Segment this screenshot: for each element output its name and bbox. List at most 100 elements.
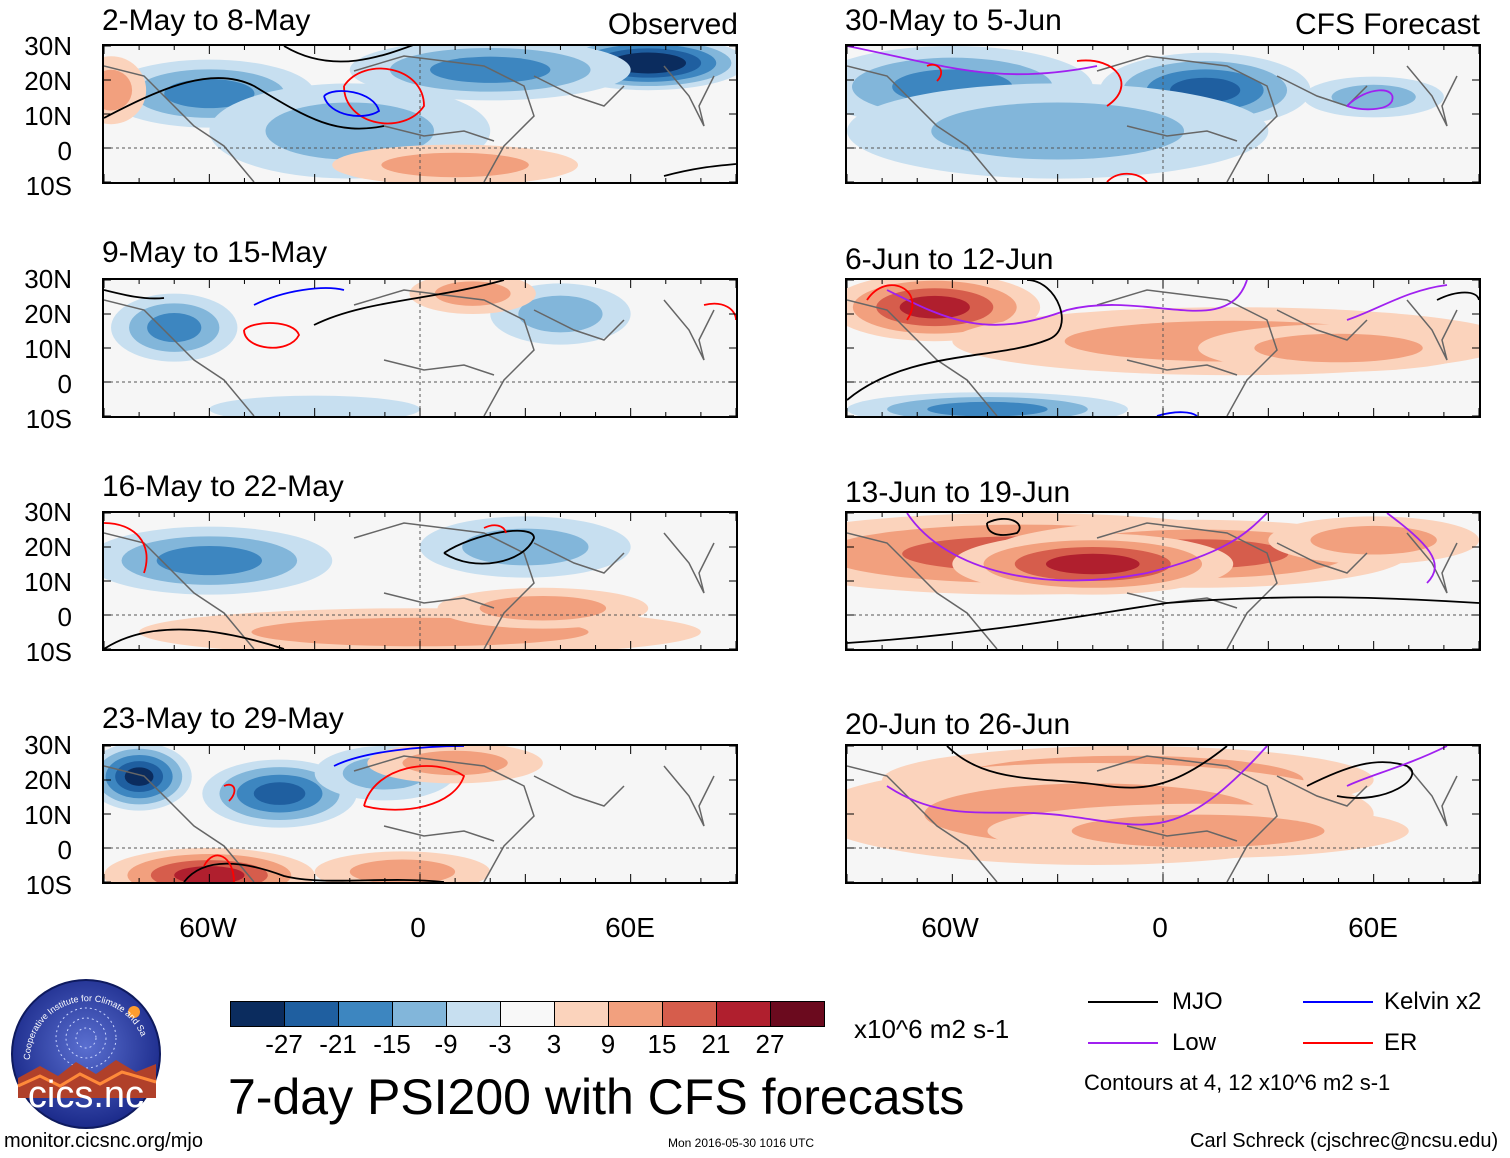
filter-contour — [183, 862, 445, 882]
colorbar-tick-label: -3 — [488, 1029, 512, 1059]
lat-label: 30N — [24, 730, 72, 760]
lon-label-right-0: 0 — [1152, 912, 1168, 943]
filter-contour — [443, 529, 535, 565]
coastline — [383, 125, 495, 142]
coastline — [847, 765, 998, 882]
panel-title-obs-3: 16-May to 22-May — [102, 470, 344, 503]
colorbar-tick-label: -27 — [265, 1029, 303, 1059]
filter-contour — [223, 783, 236, 802]
anomaly-shading — [209, 395, 420, 416]
colorbar-tick-label: 27 — [755, 1029, 785, 1059]
coastline — [847, 65, 998, 182]
panel-title-obs-4: 23-May to 29-May — [102, 702, 344, 735]
filter-contour — [1436, 291, 1479, 301]
anomaly-shading — [104, 69, 133, 111]
coastline — [847, 299, 998, 416]
filter-contour — [483, 524, 507, 534]
colorbar-swatch — [284, 1001, 339, 1027]
filter-contour — [847, 46, 1098, 76]
map-panel-observed-1 — [102, 44, 738, 184]
legend: MJO Kelvin x2 Low ER Contours at 4, 12 x… — [1084, 988, 1508, 1098]
filter-contour — [847, 280, 1063, 401]
coastline — [1096, 755, 1278, 882]
coastline — [353, 755, 535, 882]
colorbar-tick-label: -15 — [373, 1029, 411, 1059]
anomaly-shading — [164, 79, 255, 109]
coastline — [1126, 125, 1238, 142]
filter-contour — [104, 628, 285, 649]
main-title: 7-day PSI200 with CFS forecasts — [228, 1069, 965, 1125]
coastline — [533, 75, 625, 107]
panel-title-obs-1: 2-May to 8-May — [102, 4, 311, 37]
legend-swatch-low — [1088, 1042, 1158, 1044]
colorbar-swatch — [338, 1001, 393, 1027]
map-panel-observed-4 — [102, 744, 738, 884]
filter-contour — [1346, 746, 1448, 787]
filter-contour — [663, 163, 736, 177]
filter-contour — [104, 522, 148, 574]
coastline — [1096, 289, 1278, 416]
filter-contour — [1076, 59, 1123, 107]
coastline — [847, 532, 998, 649]
colorbar-tick-label: -9 — [434, 1029, 458, 1059]
anomaly-shading — [899, 295, 970, 319]
footer-url[interactable]: monitor.cicsnc.org/mjo — [4, 1130, 203, 1152]
colorbar-swatch — [446, 1001, 501, 1027]
coastline — [533, 775, 625, 807]
filter-contour — [1346, 284, 1448, 321]
coastline — [1126, 592, 1238, 609]
coastline — [353, 55, 535, 182]
lat-label: 20N — [24, 532, 72, 562]
anomaly-shading — [1045, 553, 1140, 575]
lat-label: 10S — [25, 404, 72, 434]
filter-contour — [1106, 172, 1148, 182]
coastline — [1126, 825, 1238, 842]
lat-label: 10S — [25, 171, 72, 201]
coastline — [1276, 542, 1368, 574]
lat-label: 20N — [24, 299, 72, 329]
coastline — [1096, 55, 1278, 182]
colorbar-swatch — [608, 1001, 663, 1027]
coastline — [104, 765, 255, 882]
colorbar-tick-label: -21 — [319, 1029, 357, 1059]
footer-author: Carl Schreck (cjschrec@ncsu.edu) — [1190, 1130, 1499, 1152]
coastline — [104, 65, 255, 182]
filter-contour — [986, 518, 1021, 536]
legend-swatch-er — [1303, 1042, 1373, 1044]
lat-label: 10S — [25, 870, 72, 900]
colorbar-tick-label: 21 — [701, 1029, 731, 1059]
anomaly-shading — [253, 782, 306, 805]
lon-label-left-60e: 60E — [605, 912, 655, 943]
map-panel-forecast-2 — [845, 278, 1481, 418]
colorbar-swatch — [716, 1001, 771, 1027]
filter-contour — [703, 302, 736, 321]
logo-text: cics.nc — [27, 1074, 145, 1116]
map-panel-observed-3 — [102, 511, 738, 651]
anomaly-shading — [434, 281, 511, 306]
filter-contour — [333, 746, 465, 767]
filter-contour — [1346, 89, 1394, 111]
lat-label: 0 — [57, 602, 72, 632]
legend-label-kelvin: Kelvin x2 — [1384, 988, 1482, 1015]
coastline — [383, 592, 495, 609]
map-panel-observed-2 — [102, 278, 738, 418]
coastline — [104, 532, 255, 649]
lat-label: 10N — [24, 101, 72, 131]
panel-title-fc-3: 13-Jun to 19-Jun — [845, 476, 1071, 509]
anomaly-shading — [479, 595, 607, 621]
anomaly-shading — [147, 313, 202, 343]
colorbar-swatch — [662, 1001, 717, 1027]
anomaly-shading — [349, 859, 456, 882]
colorbar-swatch — [554, 1001, 609, 1027]
colorbar-swatch — [230, 1001, 285, 1027]
legend-label-low: Low — [1172, 1029, 1217, 1056]
lat-label: 30N — [24, 31, 72, 61]
lat-label: 10S — [25, 637, 72, 667]
legend-note: Contours at 4, 12 x10^6 m2 s-1 — [1084, 1070, 1391, 1095]
coastline — [663, 299, 715, 361]
filter-contour — [886, 280, 1248, 326]
coastline — [533, 309, 625, 341]
cics-logo-graphic: Cooperative Institute for Climate and Sa… — [7, 970, 161, 1129]
coastline — [353, 522, 535, 649]
cics-logo: Cooperative Institute for Climate and Sa… — [7, 970, 162, 1130]
